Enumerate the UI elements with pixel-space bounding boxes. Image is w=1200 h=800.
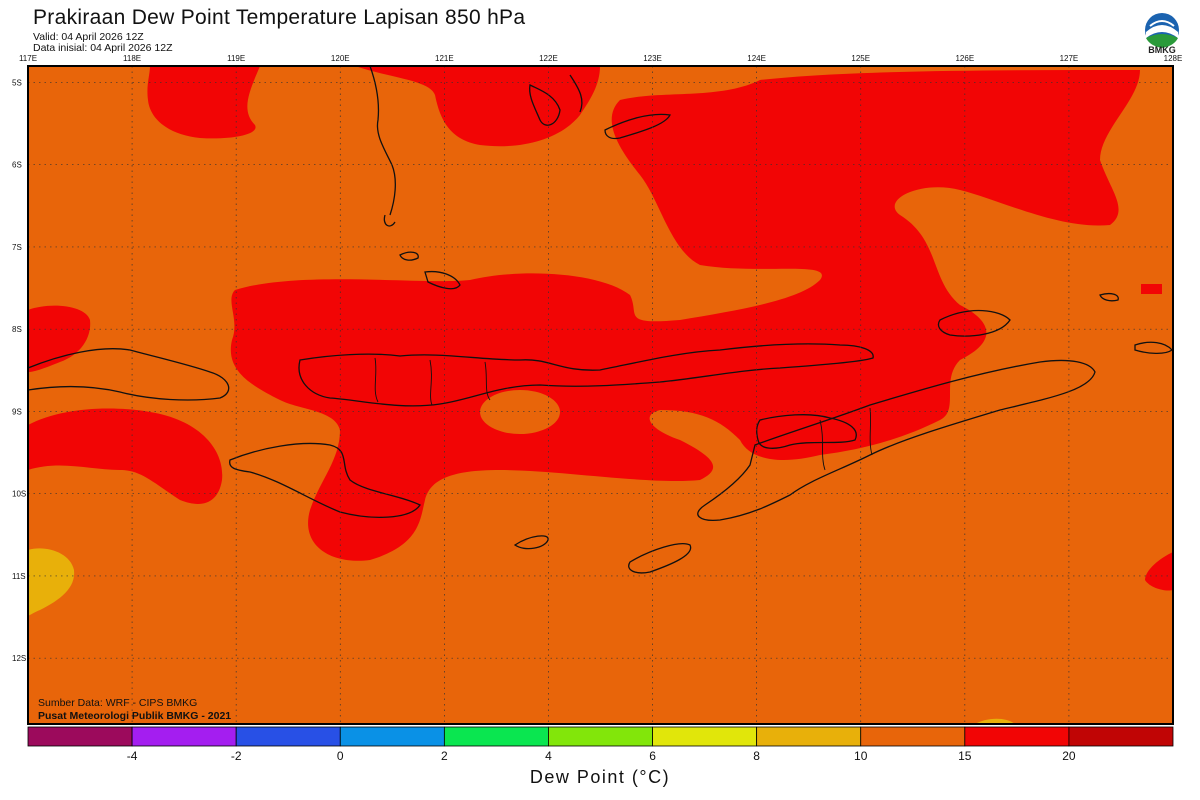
region-yellow-west: [28, 548, 75, 616]
region-central-band: [230, 70, 1140, 561]
lat-lon-grid: [28, 66, 1173, 724]
colorbar-tick-label: 20: [1062, 749, 1076, 763]
publisher: Pusat Meteorologi Publik BMKG - 2021: [38, 710, 232, 722]
colorbar-bin: [131, 726, 237, 747]
region-south-west: [28, 408, 223, 504]
valid-time: Valid: 04 April 2026 12Z: [33, 31, 144, 43]
colorbar-bin: [964, 726, 1070, 747]
coast-bali-lombok: [28, 348, 230, 401]
coast-rote: [628, 543, 692, 574]
lat-label: 7S: [12, 243, 22, 252]
lon-label: 127E: [1060, 54, 1079, 63]
lat-label: 6S: [12, 161, 22, 170]
longitude-labels: 117E 118E 119E 120E 121E 122E 123E 124E 125E 126E…: [19, 54, 1182, 63]
coast-tanimbar: [1134, 341, 1173, 355]
lon-label: 120E: [331, 54, 350, 63]
lon-label: 117E: [19, 54, 37, 63]
lat-label: 5S: [12, 78, 22, 87]
lon-label: 121E: [435, 54, 454, 63]
lon-label: 122E: [539, 54, 558, 63]
coast-kalao: [424, 270, 461, 290]
lat-label: 9S: [12, 407, 22, 416]
colorbar-tick-label: -2: [231, 749, 242, 763]
region-west: [28, 305, 91, 372]
colorbar-labels: -4 -2 0 2 4 6 8 10 15 20: [127, 749, 1076, 763]
region-north-west: [147, 66, 260, 139]
coast-sumba: [229, 442, 421, 518]
region-hole: [480, 390, 560, 434]
colorbar-tick-label: 2: [441, 749, 448, 763]
map-frame: [27, 65, 1174, 725]
lon-label: 123E: [643, 54, 662, 63]
colorbar-tick-label: 15: [958, 749, 972, 763]
colorbar-bin: [652, 726, 758, 747]
region-north-center: [355, 66, 600, 147]
coast-timor: [697, 359, 1096, 521]
region-east-edge: [1145, 552, 1173, 591]
colorbar-tick-label: 10: [854, 749, 868, 763]
coast-sawu: [513, 535, 549, 550]
lon-label: 118E: [123, 54, 141, 63]
colorbar-tick-label: 4: [545, 749, 552, 763]
lat-label: 8S: [12, 325, 22, 334]
lon-label: 125E: [851, 54, 870, 63]
lat-label: 12S: [12, 654, 26, 663]
lon-label: 119E: [227, 54, 245, 63]
colorbar-bin: [1068, 726, 1174, 747]
colorbar-bin: [443, 726, 549, 747]
colorbar-bin: [339, 726, 445, 747]
coast-babar: [1099, 293, 1119, 302]
coast-alor: [756, 414, 857, 449]
coast-sulawesi: [369, 66, 396, 227]
dew-point-regions: [28, 66, 1173, 724]
region-small-patch: [1141, 284, 1162, 294]
latitude-labels: 5S 6S 7S 8S 9S 10S 11S 12S: [12, 78, 26, 663]
colorbar-bin: [548, 726, 653, 747]
colorbar-bin: [860, 726, 966, 747]
region-yellow-south: [975, 718, 1015, 724]
colorbar-bin: [27, 726, 133, 747]
map-title: Prakiraan Dew Point Temperature Lapisan …: [33, 6, 526, 29]
coast-muna: [569, 74, 583, 113]
colorbar-bin: [235, 726, 341, 747]
colorbar-tick-label: -4: [127, 749, 138, 763]
admin-borders: [374, 357, 873, 471]
colorbar-bin: [756, 726, 862, 747]
lat-label: 11S: [12, 572, 26, 581]
coast-southeast-islands: [604, 113, 671, 140]
bmkg-logo-icon: [1145, 13, 1179, 48]
colorbar-tick-label: 0: [337, 749, 344, 763]
colorbar-tick-label: 6: [649, 749, 656, 763]
colorbar: [27, 726, 1174, 747]
coastlines: [28, 66, 1173, 574]
initial-time: Data inisial: 04 April 2026 12Z: [33, 42, 173, 54]
coast-wetar: [937, 309, 1011, 337]
coast-buton: [529, 84, 561, 126]
colorbar-title: Dew Point (°C): [529, 767, 671, 787]
logo-text: BMKG: [1148, 45, 1176, 55]
lon-label: 126E: [955, 54, 974, 63]
lat-label: 10S: [12, 490, 26, 499]
lon-label: 124E: [747, 54, 766, 63]
coast-nusa-tenggara: [298, 343, 874, 407]
data-source: Sumber Data: WRF - CIPS BMKG: [38, 697, 198, 709]
colorbar-tick-label: 8: [753, 749, 760, 763]
coast-selayar: [399, 251, 419, 261]
lon-label: 128E: [1164, 54, 1183, 63]
